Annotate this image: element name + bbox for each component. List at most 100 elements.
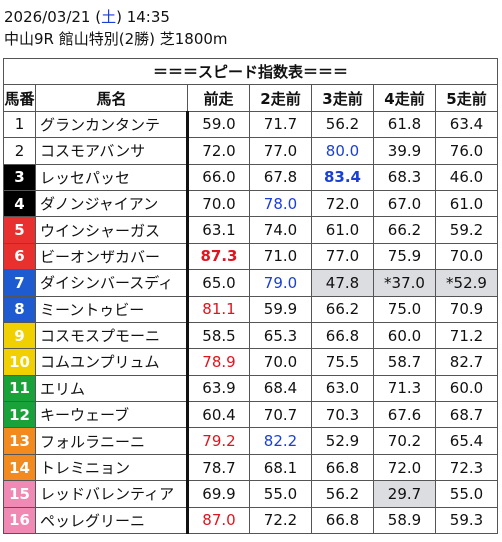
speed-5back: 65.4 xyxy=(434,427,499,455)
speed-3back: 47.8 xyxy=(311,269,374,297)
horse-number: 8 xyxy=(3,295,36,323)
speed-4back: 71.3 xyxy=(373,374,436,403)
speed-3back: 61.0 xyxy=(311,216,374,244)
table-row: 14 トレミニョン 78.7 68.1 66.8 72.0 72.3 xyxy=(3,453,499,482)
speed-3back: 56.2 xyxy=(311,110,374,139)
speed-last: 60.4 xyxy=(186,401,250,429)
horse-number: 10 xyxy=(3,348,36,376)
table-row: 8 ミーントゥビー 81.1 59.9 66.2 75.0 70.9 xyxy=(3,295,499,323)
speed-last: 87.0 xyxy=(186,506,250,535)
horse-number: 5 xyxy=(3,216,36,244)
speed-3back: 63.0 xyxy=(311,374,374,403)
speed-4back: 68.3 xyxy=(373,163,436,191)
speed-5back: 72.3 xyxy=(434,453,499,482)
horse-name: レッセパッセ xyxy=(35,163,188,191)
speed-2back: 68.1 xyxy=(249,453,312,482)
table-row: 2 コスモアバンサ 72.0 77.0 80.0 39.9 76.0 xyxy=(3,137,499,165)
speed-4back: 66.2 xyxy=(373,216,436,244)
speed-last: 69.9 xyxy=(186,480,250,508)
col-header-3back: 3走前 xyxy=(311,84,374,112)
table-row: 15 レッドバレンティア 69.9 55.0 56.2 29.7 55.0 xyxy=(3,480,499,508)
table-row: 11 エリム 63.9 68.4 63.0 71.3 60.0 xyxy=(3,374,499,403)
speed-2back: 65.3 xyxy=(249,321,312,350)
col-header-number: 馬番 xyxy=(3,84,36,112)
speed-last: 63.9 xyxy=(186,374,250,403)
speed-2back: 82.2 xyxy=(249,427,312,455)
table-row: 6 ビーオンザカバー 87.3 71.0 77.0 75.9 70.0 xyxy=(3,242,499,271)
race-datetime: 2026/03/21 (土) 14:35 xyxy=(4,6,498,28)
table-row: 10 コムユンプリュム 78.9 70.0 75.5 58.7 82.7 xyxy=(3,348,499,376)
table-body: 1 グランカンタンテ 59.0 71.7 56.2 61.8 63.4 2 コス… xyxy=(3,110,499,535)
speed-5back: 61.0 xyxy=(434,189,499,218)
horse-number: 13 xyxy=(3,427,36,455)
horse-name: グランカンタンテ xyxy=(35,110,188,139)
speed-last: 65.0 xyxy=(186,269,250,297)
speed-last: 81.1 xyxy=(186,295,250,323)
speed-3back: 66.8 xyxy=(311,453,374,482)
speed-2back: 68.4 xyxy=(249,374,312,403)
speed-last: 78.9 xyxy=(186,348,250,376)
horse-number: 12 xyxy=(3,401,36,429)
col-header-name: 馬名 xyxy=(35,84,188,112)
race-weekday: 土 xyxy=(101,8,117,26)
speed-4back: 60.0 xyxy=(373,321,436,350)
speed-5back: 59.3 xyxy=(434,506,499,535)
speed-last: 63.1 xyxy=(186,216,250,244)
speed-4back: 58.9 xyxy=(373,506,436,535)
table-row: 4 ダノンジャイアン 70.0 78.0 72.0 67.0 61.0 xyxy=(3,189,499,218)
speed-4back: 58.7 xyxy=(373,348,436,376)
speed-2back: 55.0 xyxy=(249,480,312,508)
speed-3back: 56.2 xyxy=(311,480,374,508)
horse-name: ダノンジャイアン xyxy=(35,189,188,218)
speed-3back: 52.9 xyxy=(311,427,374,455)
race-info: 中山9R 館山特別(2勝) 芝1800m xyxy=(4,30,228,48)
speed-5back: 70.9 xyxy=(434,295,499,323)
speed-2back: 59.9 xyxy=(249,295,312,323)
speed-4back: 75.9 xyxy=(373,242,436,271)
horse-name: コスモスプモーニ xyxy=(35,321,188,350)
speed-3back: 66.2 xyxy=(311,295,374,323)
horse-number: 4 xyxy=(3,189,36,218)
horse-number: 3 xyxy=(3,163,36,191)
speed-5back: *52.9 xyxy=(434,269,499,297)
speed-5back: 60.0 xyxy=(434,374,499,403)
speed-4back: 72.0 xyxy=(373,453,436,482)
speed-4back: 67.6 xyxy=(373,401,436,429)
horse-name: エリム xyxy=(35,374,188,403)
speed-3back: 77.0 xyxy=(311,242,374,271)
table-row: 1 グランカンタンテ 59.0 71.7 56.2 61.8 63.4 xyxy=(3,110,499,139)
col-header-last: 前走 xyxy=(187,84,250,112)
speed-5back: 70.0 xyxy=(434,242,499,271)
speed-index-table: ＝＝＝スピード指数表＝＝＝ 馬番 馬名 前走 2走前 3走前 4走前 5走前 1… xyxy=(2,57,499,535)
speed-4back: 39.9 xyxy=(373,137,436,165)
speed-last: 78.7 xyxy=(186,453,250,482)
table-row: 9 コスモスプモーニ 58.5 65.3 66.8 60.0 71.2 xyxy=(3,321,499,350)
race-header: 2026/03/21 (土) 14:35 中山9R 館山特別(2勝) 芝1800… xyxy=(4,6,498,50)
horse-number: 11 xyxy=(3,374,36,403)
horse-name: ペッレグリーニ xyxy=(35,506,188,535)
horse-name: レッドバレンティア xyxy=(35,480,188,508)
horse-name: ミーントゥビー xyxy=(35,295,188,323)
speed-5back: 68.7 xyxy=(434,401,499,429)
speed-2back: 71.7 xyxy=(249,110,312,139)
speed-5back: 59.2 xyxy=(434,216,499,244)
horse-name: コスモアバンサ xyxy=(35,137,188,165)
speed-2back: 78.0 xyxy=(249,189,312,218)
table-row: 16 ペッレグリーニ 87.0 72.2 66.8 58.9 59.3 xyxy=(3,506,499,535)
speed-5back: 82.7 xyxy=(434,348,499,376)
speed-3back: 75.5 xyxy=(311,348,374,376)
speed-2back: 74.0 xyxy=(249,216,312,244)
table-row: 3 レッセパッセ 66.0 67.8 83.4 68.3 46.0 xyxy=(3,163,499,191)
speed-3back: 83.4 xyxy=(311,163,374,191)
speed-4back: 75.0 xyxy=(373,295,436,323)
speed-2back: 79.0 xyxy=(249,269,312,297)
table-row: 7 ダイシンバースディ 65.0 79.0 47.8 *37.0 *52.9 xyxy=(3,269,499,297)
speed-last: 59.0 xyxy=(186,110,250,139)
speed-last: 79.2 xyxy=(186,427,250,455)
speed-2back: 72.2 xyxy=(249,506,312,535)
speed-last: 70.0 xyxy=(186,189,250,218)
horse-number: 15 xyxy=(3,480,36,508)
speed-3back: 80.0 xyxy=(311,137,374,165)
horse-name: キーウェーブ xyxy=(35,401,188,429)
speed-4back: 67.0 xyxy=(373,189,436,218)
